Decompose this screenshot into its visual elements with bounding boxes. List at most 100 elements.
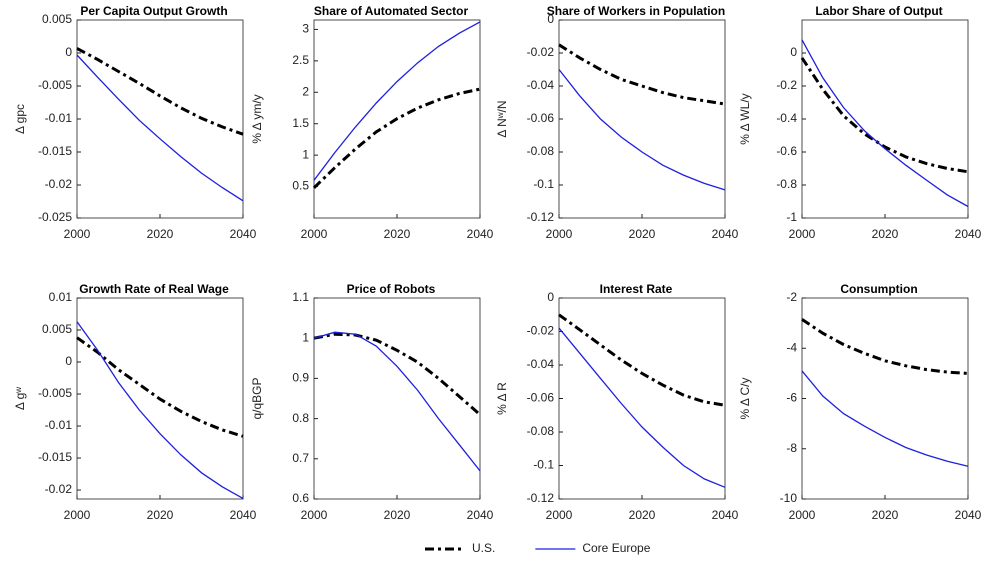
x-tick-label: 2000: [789, 227, 816, 241]
series-line: [558, 43, 726, 106]
chart-title: Per Capita Output Growth: [80, 4, 227, 18]
y-tick-label: -0.06: [527, 391, 555, 405]
x-tick-label: 2040: [712, 508, 739, 522]
chart-title: Interest Rate: [600, 282, 673, 296]
y-tick-label: -0.8: [776, 177, 797, 191]
y-tick-label: 0.7: [292, 451, 309, 465]
y-tick-label: 0: [65, 354, 72, 368]
y-axis-label: % Δ C/y: [738, 377, 752, 419]
y-tick-label: -0.1: [533, 177, 554, 191]
y-tick-label: -0.02: [527, 324, 555, 338]
series-line: [313, 332, 481, 416]
series-line: [313, 21, 481, 181]
series-line: [800, 57, 969, 174]
x-tick-label: 2020: [147, 508, 174, 522]
y-tick-label: 1.5: [292, 116, 309, 130]
y-axis-label: Δ gʷ: [13, 387, 27, 410]
x-tick-label: 2020: [872, 508, 899, 522]
chart-title: Share of Automated Sector: [314, 4, 469, 18]
y-tick-label: -0.08: [527, 144, 555, 158]
series-line: [558, 327, 726, 488]
y-tick-label: 2: [302, 84, 309, 98]
y-tick-label: -0.6: [776, 144, 797, 158]
x-tick-label: 2040: [955, 508, 982, 522]
y-tick-label: -0.025: [38, 210, 72, 224]
y-tick-label: 0.005: [42, 12, 72, 26]
x-tick-label: 2000: [546, 227, 573, 241]
y-axis-label: % Δ ym/y: [250, 94, 264, 143]
chart-title: Growth Rate of Real Wage: [79, 282, 229, 296]
y-tick-label: -4: [786, 340, 797, 354]
y-tick-label: -0.02: [45, 177, 73, 191]
plot-area: [558, 297, 726, 500]
x-tick-label: 2020: [147, 227, 174, 241]
y-tick-label: 1: [302, 330, 309, 344]
x-tick-label: 2000: [301, 227, 328, 241]
x-tick-label: 2020: [629, 227, 656, 241]
plot-area: [801, 297, 969, 500]
y-tick-label: 0.8: [292, 411, 309, 425]
x-tick-label: 2000: [64, 227, 91, 241]
y-tick-label: -0.08: [527, 424, 555, 438]
y-tick-label: -0.005: [38, 78, 72, 92]
x-tick-label: 2000: [301, 508, 328, 522]
x-tick-label: 2040: [467, 508, 494, 522]
chart-title: Consumption: [840, 282, 917, 296]
series-line: [558, 313, 726, 407]
y-tick-label: 0: [790, 45, 797, 59]
series-line: [312, 87, 481, 189]
y-tick-label: 2.5: [292, 53, 309, 67]
series-line: [76, 321, 244, 499]
y-tick-label: 0: [547, 290, 554, 304]
y-tick-label: 0.01: [49, 290, 73, 304]
series-line: [76, 54, 244, 202]
y-tick-label: -10: [780, 491, 798, 505]
y-axis-label: % Δ R: [495, 382, 509, 415]
y-tick-label: 0: [547, 12, 554, 26]
y-tick-label: -8: [786, 441, 797, 455]
y-tick-label: -0.005: [38, 386, 72, 400]
y-tick-label: -1: [786, 210, 797, 224]
x-tick-label: 2000: [64, 508, 91, 522]
y-axis-label: Δ Nʷ/N: [495, 100, 509, 137]
y-tick-label: 0.6: [292, 491, 309, 505]
y-tick-label: -0.12: [527, 491, 555, 505]
plot-area: [313, 297, 481, 500]
series-line: [558, 69, 726, 191]
y-tick-label: 3: [302, 22, 309, 36]
y-tick-label: -0.4: [776, 111, 797, 125]
y-tick-label: -0.04: [527, 357, 555, 371]
y-tick-label: -0.12: [527, 210, 555, 224]
y-tick-label: 1.1: [292, 290, 309, 304]
plot-area: [558, 19, 726, 219]
plot-area: [801, 19, 969, 219]
y-tick-label: -0.02: [527, 45, 555, 59]
y-tick-label: -0.1: [533, 458, 554, 472]
plot-area: [76, 19, 244, 219]
x-tick-label: 2040: [467, 227, 494, 241]
y-tick-label: -0.2: [776, 78, 797, 92]
y-tick-label: -0.04: [527, 78, 555, 92]
chart-title: Labor Share of Output: [815, 4, 942, 18]
x-tick-label: 2020: [384, 227, 411, 241]
series-line: [801, 39, 969, 208]
y-tick-label: 0.5: [292, 179, 309, 193]
series-line: [801, 318, 969, 375]
series-line: [76, 336, 244, 438]
y-tick-label: -0.015: [38, 450, 72, 464]
y-axis-label: Δ gpc: [13, 104, 27, 134]
x-tick-label: 2000: [789, 508, 816, 522]
x-tick-label: 2020: [384, 508, 411, 522]
x-tick-label: 2040: [230, 227, 257, 241]
x-tick-label: 2040: [955, 227, 982, 241]
y-tick-label: 0.005: [42, 322, 72, 336]
chart-title: Share of Workers in Population: [547, 4, 725, 18]
y-tick-label: -2: [786, 290, 797, 304]
series-line: [313, 331, 481, 472]
y-axis-label: % Δ WL/y: [738, 93, 752, 144]
x-tick-label: 2040: [712, 227, 739, 241]
x-tick-label: 2020: [872, 227, 899, 241]
y-axis-label: q/qBGP: [250, 377, 264, 419]
y-tick-label: -0.01: [45, 418, 73, 432]
